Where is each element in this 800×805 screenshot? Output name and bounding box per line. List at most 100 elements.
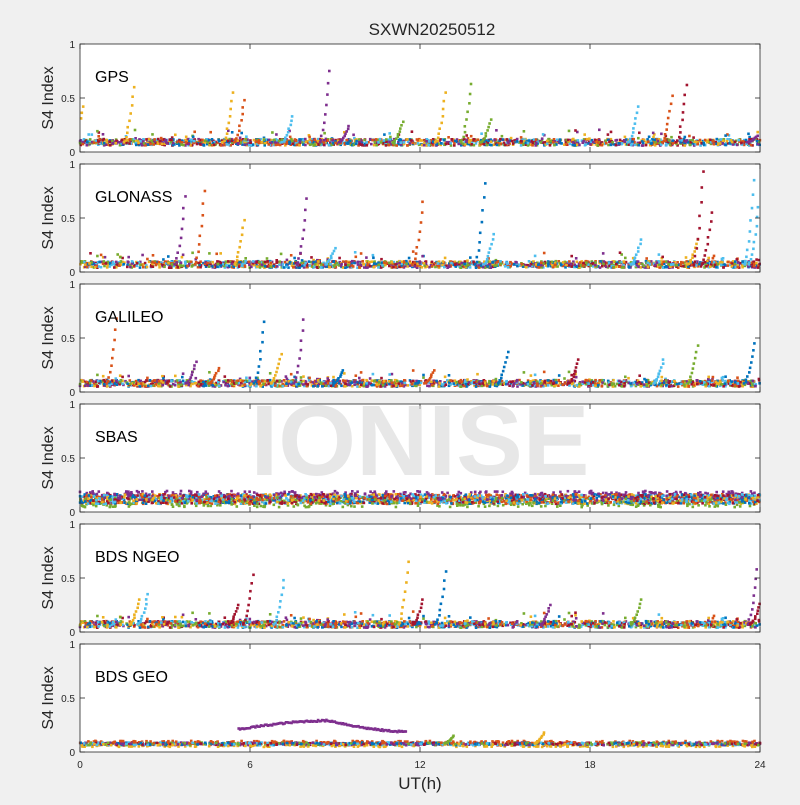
data-point (663, 140, 666, 143)
data-point (360, 143, 363, 146)
data-point (148, 138, 151, 141)
data-point (556, 265, 559, 268)
data-point (379, 138, 382, 141)
data-point (82, 105, 85, 108)
data-point (444, 257, 447, 260)
data-point (131, 260, 134, 263)
data-point (463, 263, 466, 266)
data-point (511, 140, 514, 143)
data-point (440, 122, 443, 125)
data-point (385, 138, 388, 141)
data-point (129, 112, 132, 115)
data-point (176, 251, 179, 254)
data-point (534, 255, 537, 258)
data-point (123, 263, 126, 266)
data-point (410, 139, 413, 142)
data-point (554, 264, 557, 267)
data-point (516, 138, 519, 141)
data-point (751, 253, 754, 256)
data-point (489, 144, 492, 147)
data-point (313, 265, 316, 268)
data-point (97, 135, 100, 138)
data-point (689, 259, 692, 262)
data-point (182, 265, 185, 268)
data-point (442, 260, 445, 263)
data-point (565, 264, 568, 267)
data-point (304, 209, 307, 212)
data-point (721, 379, 724, 382)
data-point (450, 138, 453, 141)
data-point (228, 122, 231, 125)
data-point (553, 144, 556, 147)
data-point (220, 264, 223, 267)
data-point (426, 265, 429, 268)
data-point (712, 257, 715, 260)
data-point (151, 133, 154, 136)
data-point (499, 138, 502, 141)
data-point (750, 258, 753, 261)
data-point (582, 264, 585, 267)
data-point (409, 264, 412, 267)
data-point (165, 139, 168, 142)
data-point (270, 262, 273, 265)
data-point (563, 377, 566, 380)
data-point (282, 263, 285, 266)
data-point (249, 144, 252, 147)
data-point (447, 136, 450, 139)
data-point (266, 257, 269, 260)
data-point (106, 266, 109, 269)
data-point (416, 246, 419, 249)
data-point (373, 144, 376, 147)
data-point (716, 263, 719, 266)
data-point (721, 261, 724, 264)
data-point (224, 375, 227, 378)
data-point (366, 144, 369, 147)
data-point (599, 260, 602, 263)
data-point (357, 261, 360, 264)
data-point (445, 143, 448, 146)
data-point (510, 137, 513, 140)
data-point (375, 144, 378, 147)
data-point (656, 261, 659, 264)
data-point (298, 266, 301, 269)
data-point (652, 132, 655, 135)
data-point (652, 136, 655, 139)
data-point (572, 141, 575, 144)
data-point (684, 144, 687, 147)
data-point (487, 126, 490, 129)
data-point (478, 241, 481, 244)
data-point (96, 130, 99, 133)
data-point (650, 142, 653, 145)
data-point (116, 253, 119, 256)
data-point (392, 266, 395, 269)
data-point (293, 257, 296, 260)
data-point (479, 232, 482, 235)
data-point (271, 131, 274, 134)
data-point (104, 256, 107, 259)
data-point (435, 380, 438, 383)
data-point (474, 263, 477, 266)
data-point (304, 138, 307, 141)
data-point (486, 258, 489, 261)
data-point (632, 138, 635, 141)
data-point (244, 144, 247, 147)
data-point (693, 263, 696, 266)
data-point (689, 144, 692, 147)
data-point (236, 134, 239, 137)
data-point (470, 83, 473, 86)
data-point (705, 249, 708, 252)
y-tick-label: 0 (69, 148, 75, 159)
data-point (418, 239, 421, 242)
data-point (702, 142, 705, 145)
data-point (383, 133, 386, 136)
data-point (592, 141, 595, 144)
data-point (301, 265, 304, 268)
data-point (358, 377, 361, 380)
data-point (297, 257, 300, 260)
data-point (718, 140, 721, 143)
data-point (679, 125, 682, 128)
data-point (627, 265, 630, 268)
data-point (388, 144, 391, 147)
data-point (269, 372, 272, 375)
